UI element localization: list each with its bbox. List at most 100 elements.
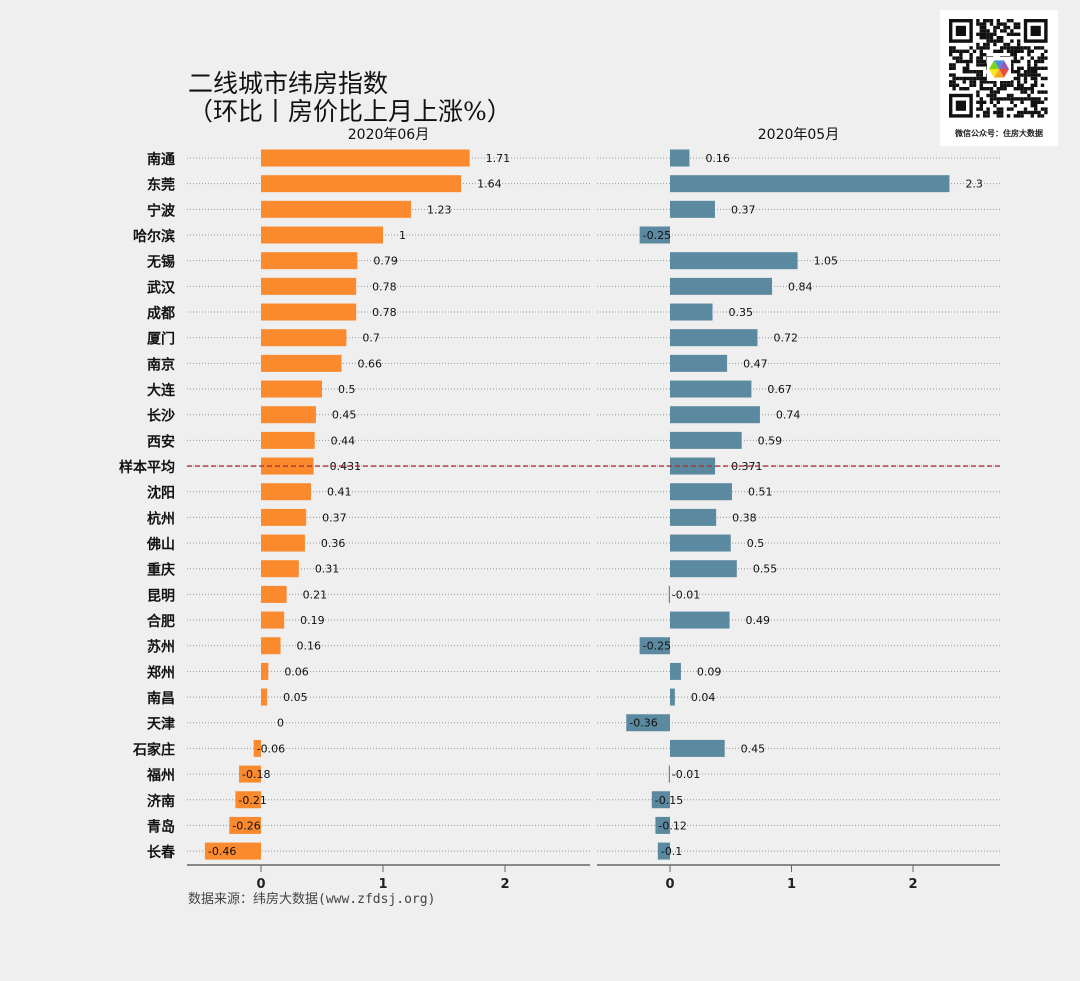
bar (670, 508, 717, 526)
qr-module (959, 87, 963, 91)
qr-module (952, 87, 956, 91)
qr-logo-segment (999, 69, 1009, 78)
qr-module (1013, 70, 1017, 74)
qr-module (986, 80, 990, 84)
data-label: 0.47 (743, 357, 768, 370)
qr-module (1044, 66, 1048, 70)
qr-module (1017, 22, 1021, 26)
qr-module (989, 36, 994, 40)
qr-module (949, 66, 953, 70)
data-label: 0.35 (729, 306, 754, 319)
qr-module (979, 56, 983, 60)
qr-module (1010, 100, 1014, 104)
qr-module (996, 25, 1000, 30)
qr-module (1023, 90, 1028, 94)
qr-logo-segment (994, 60, 1004, 69)
qr-module (976, 114, 980, 118)
qr-module (1003, 87, 1007, 91)
qr-module (1013, 53, 1017, 57)
qr-module (1027, 97, 1031, 101)
qr-module (1027, 66, 1031, 70)
qr-module (1017, 32, 1021, 36)
qr-module (976, 93, 980, 98)
qr-module (1017, 110, 1021, 115)
qr-module (1030, 110, 1034, 115)
qr-module (1020, 90, 1024, 94)
data-label: 0.67 (767, 383, 792, 396)
qr-module (1013, 114, 1017, 118)
qr-module (1000, 110, 1004, 115)
qr-module (1020, 114, 1024, 118)
qr-module (1030, 70, 1034, 74)
qr-module (979, 87, 983, 91)
qr-module (979, 97, 983, 101)
qr-module (989, 100, 994, 104)
qr-module (976, 100, 980, 104)
data-label: 1 (399, 229, 406, 242)
qr-module (1006, 32, 1011, 36)
qr-module (1034, 76, 1038, 81)
qr-module (952, 66, 956, 70)
qr-module (1013, 46, 1017, 50)
qr-module (1030, 49, 1034, 53)
data-label: 0.7 (362, 332, 380, 345)
qr-module (952, 83, 956, 87)
qr-module (1010, 46, 1014, 50)
qr-module (996, 39, 1000, 43)
qr-module (969, 83, 973, 87)
bar (651, 791, 670, 809)
x-tick-label: 0 (256, 877, 265, 892)
bar (261, 688, 268, 706)
bar (670, 354, 728, 372)
category-label: 佛山 (146, 536, 175, 553)
qr-module (1000, 36, 1004, 40)
data-label: 0.371 (731, 460, 763, 473)
qr-module (962, 76, 966, 81)
qr-module (976, 59, 980, 64)
qr-module (966, 63, 970, 67)
category-label: 南京 (147, 356, 175, 373)
data-label: 1.05 (814, 255, 839, 268)
qr-module (1013, 87, 1017, 91)
data-label: 1.71 (486, 152, 511, 165)
qr-module (1013, 59, 1017, 64)
qr-module (1000, 97, 1004, 101)
qr-module (962, 70, 966, 74)
qr-module (949, 46, 953, 50)
qr-module (1003, 25, 1007, 30)
qr-module (1023, 97, 1028, 101)
qr-module (1034, 63, 1038, 67)
qr-module (952, 49, 956, 53)
data-label: -0.46 (208, 845, 236, 858)
qr-module (955, 56, 960, 60)
qr-module (1017, 80, 1021, 84)
qr-module (949, 53, 953, 57)
qr-module (1006, 107, 1011, 111)
bar (670, 277, 773, 295)
qr-module (983, 42, 987, 47)
data-label: -0.21 (238, 794, 266, 807)
qr-module (983, 29, 987, 33)
qr-module (979, 32, 983, 36)
qr-module (983, 46, 987, 50)
bar (655, 816, 670, 834)
bar (261, 560, 299, 578)
bar (261, 508, 307, 526)
qr-module (979, 83, 983, 87)
qr-module (1010, 80, 1014, 84)
qr-module (1030, 100, 1034, 104)
bar (229, 816, 261, 834)
category-label: 昆明 (147, 588, 175, 604)
qr-module (996, 90, 1000, 94)
qr-module (959, 76, 963, 81)
data-label: 0.38 (732, 511, 757, 524)
qr-module (962, 80, 966, 84)
data-label: -0.25 (643, 229, 671, 242)
qr-module (955, 100, 966, 111)
qr-module (1034, 59, 1038, 64)
qr-logo-segment (989, 60, 999, 69)
qr-module (986, 19, 990, 23)
qr-module (1017, 39, 1021, 43)
bar (670, 739, 725, 757)
